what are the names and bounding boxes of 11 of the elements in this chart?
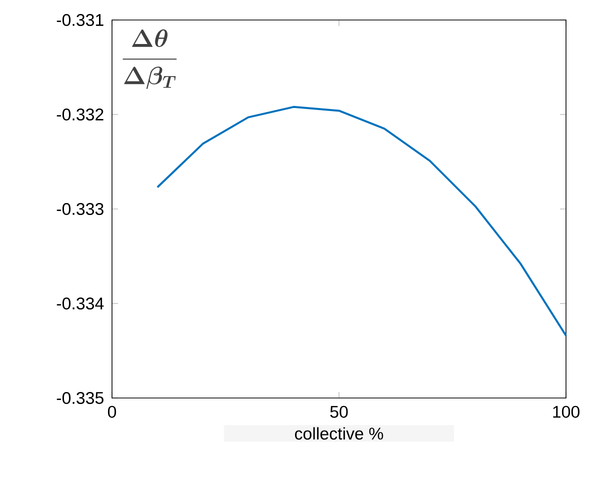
line-series [156,106,568,337]
y-tick-label: -0.335 [56,392,104,404]
x-tick-label: 100 [553,406,580,418]
y-tick-label: -0.332 [56,108,104,120]
y-tick-label: -0.333 [56,202,104,215]
y-tick-label: -0.334 [56,297,104,310]
x-tick-label: 50 [330,406,348,418]
x-axis-title: collective % [295,427,384,440]
y-tick-label: -0.331 [56,14,104,26]
y-axis-title: $\boldsymbol{\frac{\Delta\theta}{\Delta\beta_T}}$ [122,29,177,89]
x-tick-label: 0 [108,406,116,418]
